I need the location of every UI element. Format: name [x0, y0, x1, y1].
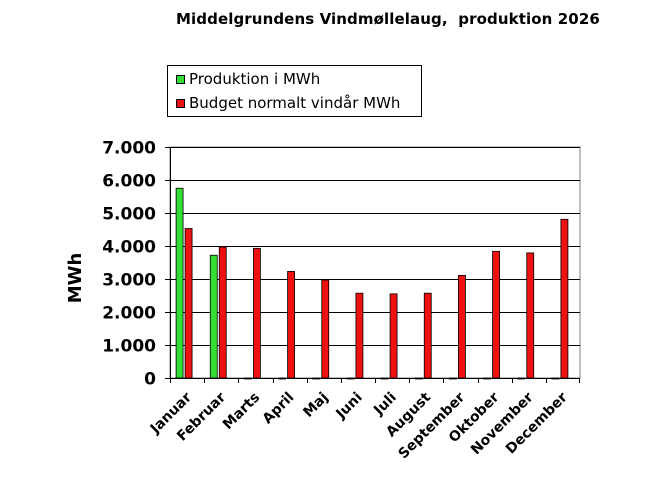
y-tick-label: 0: [144, 370, 156, 390]
x-tick-label: Juli: [370, 390, 400, 420]
budget-bar-november: [526, 252, 535, 379]
legend-label-production: Produktion i MWh: [189, 70, 321, 88]
budget-bar-oktober: [492, 250, 500, 379]
budget-bar-maj: [321, 279, 330, 379]
budget-bar-februar: [218, 246, 227, 379]
x-tick-label: April: [260, 390, 298, 428]
x-tick-label: Maj: [300, 390, 331, 421]
production-bar-februar: [209, 254, 218, 379]
budget-bar-april: [287, 271, 295, 379]
legend-item-budget: Budget normalt vindår MWh: [176, 94, 400, 112]
y-tick-label: 1.000: [102, 337, 156, 357]
y-tick-label: 2.000: [102, 304, 156, 324]
y-tick-label: 3.000: [102, 271, 156, 291]
budget-bar-juli: [389, 293, 398, 379]
legend-item-production: Produktion i MWh: [176, 70, 320, 88]
budget-bar-januar: [184, 228, 193, 379]
bars: [175, 187, 569, 380]
y-tick-label: 6.000: [102, 172, 156, 192]
legend: Produktion i MWh Budget normalt vindår M…: [167, 65, 422, 117]
legend-swatch-budget: [176, 98, 185, 108]
y-tick-label: 5.000: [102, 205, 156, 225]
budget-bar-september: [458, 274, 466, 379]
legend-swatch-production: [176, 74, 185, 84]
y-axis-label: MWh: [65, 253, 86, 304]
budget-bar-august: [423, 292, 432, 379]
chart-title: Middelgrundens Vindmøllelaug, produktion…: [176, 10, 600, 28]
budget-bar-juni: [355, 292, 364, 379]
y-tick-label: 4.000: [102, 238, 156, 258]
budget-bar-marts: [253, 247, 261, 379]
legend-label-budget: Budget normalt vindår MWh: [189, 94, 401, 112]
production-bar-januar: [175, 187, 184, 379]
budget-bar-december: [560, 218, 569, 379]
tick-labels: 01.0002.0003.0004.0005.0006.0007.000Janu…: [102, 139, 571, 463]
x-tick-label: Marts: [220, 390, 263, 433]
x-tick-label: Juni: [333, 390, 366, 423]
gridlines: [169, 146, 581, 379]
plot-area: [169, 146, 581, 379]
axes: [165, 147, 580, 383]
y-tick-label: 7.000: [102, 139, 156, 159]
